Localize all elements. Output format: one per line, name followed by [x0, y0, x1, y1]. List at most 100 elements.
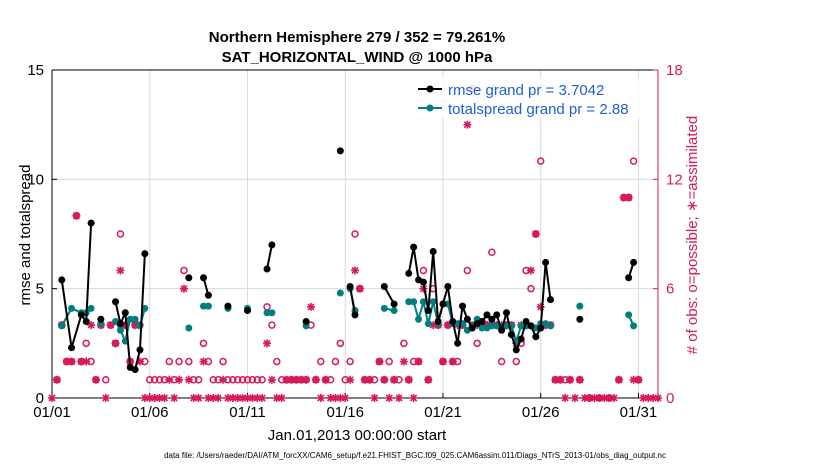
- rmse-point: [454, 339, 462, 347]
- rmse-point: [390, 300, 398, 308]
- x-tick-label: 01/21: [424, 404, 462, 421]
- obs-assimilated-point: [605, 394, 614, 402]
- y-tick-label-right: 0: [666, 390, 674, 407]
- totalspread-point: [429, 298, 437, 306]
- rmse-point: [112, 298, 120, 306]
- obs-possible-point: [248, 376, 257, 384]
- obs-assimilated-point: [150, 394, 159, 402]
- ticks: 01/01 01/06 01/11 01/16 01/21 01/26 01/31 0 5 10 1…: [27, 62, 682, 421]
- totalspread-point: [546, 322, 554, 330]
- rmse-point: [346, 282, 354, 290]
- obs-assimilated-point: [556, 375, 565, 384]
- rmse-point: [498, 326, 506, 334]
- obs-assimilated-point: [414, 357, 423, 366]
- totalspread-point: [380, 304, 388, 312]
- rmse-point: [444, 282, 452, 290]
- obs-assimilated-point: [644, 394, 653, 402]
- rmse-point: [204, 291, 212, 299]
- obs-assimilated-point: [624, 193, 633, 202]
- rmse-point: [424, 307, 432, 315]
- rmse-point: [542, 258, 550, 266]
- x-tick-label: 01/11: [229, 404, 265, 421]
- obs-possible-point: [194, 376, 203, 384]
- obs-assimilated-point: [116, 266, 125, 275]
- totalspread-point: [126, 315, 134, 323]
- obs-possible-point: [268, 321, 276, 329]
- rmse-point: [82, 317, 90, 325]
- obs-assimilated-point: [155, 394, 164, 402]
- x-tick-label: 01/16: [326, 404, 364, 421]
- obs-assimilated-point: [101, 394, 110, 402]
- obs-assimilated-point: [223, 394, 232, 402]
- obs-assimilated-point: [238, 394, 247, 402]
- y-tick-label-left: 15: [27, 62, 44, 79]
- totalspread-point: [58, 322, 66, 330]
- obs-assimilated-point: [209, 394, 218, 402]
- obs-assimilated-point: [551, 375, 560, 384]
- rmse-point: [512, 346, 520, 354]
- obs-assimilated-point: [526, 266, 535, 275]
- obs-assimilated-point: [649, 394, 658, 402]
- obs-possible-point: [629, 157, 638, 165]
- obs-assimilated-point: [570, 394, 579, 402]
- rmse-point: [434, 317, 442, 325]
- plot-area: [52, 70, 658, 398]
- rmse-point: [185, 274, 193, 282]
- totalspread-point: [185, 324, 193, 332]
- obs-assimilated-point: [370, 394, 379, 402]
- obs-assimilated-point: [311, 375, 320, 384]
- obs-possible-point: [175, 357, 183, 366]
- obs-assimilated-point: [575, 375, 584, 384]
- obs-possible-point: [209, 376, 218, 384]
- y-axis-label-left: rmse and totalspread: [17, 165, 34, 306]
- obs-assimilated-point: [585, 394, 594, 402]
- obs-assimilated-point: [654, 394, 662, 402]
- obs-possible-point: [185, 357, 193, 366]
- obs-assimilated-point: [145, 394, 154, 402]
- obs-possible-point: [351, 230, 359, 238]
- rmse-point: [439, 300, 447, 308]
- obs-possible-point: [116, 230, 125, 238]
- obs-assimilated-point: [595, 394, 604, 402]
- obs-possible-point: [233, 376, 242, 384]
- obs-possible-point: [273, 357, 281, 366]
- rmse-point: [410, 243, 418, 251]
- obs-assimilated-point: [277, 394, 286, 402]
- obs-assimilated-point: [111, 339, 120, 348]
- obs-assimilated-point: [233, 394, 242, 402]
- obs-assimilated-point: [219, 375, 228, 384]
- obs-possible-point: [419, 266, 428, 275]
- obs-assimilated-point: [404, 375, 413, 384]
- obs-assimilated-point: [375, 357, 384, 366]
- obs-assimilated-point: [170, 394, 179, 402]
- rmse-point: [429, 247, 437, 255]
- obs-assimilated-point: [175, 375, 184, 384]
- totalspread-point: [131, 315, 139, 323]
- obs-assimilated-point: [639, 394, 648, 402]
- x-axis-label: Jan.01,2013 00:00:00 start: [268, 427, 447, 444]
- obs-possible-point: [165, 357, 174, 366]
- obs-assimilated-point: [214, 394, 223, 402]
- totalspread-point: [517, 322, 525, 330]
- obs-possible-point: [243, 376, 252, 384]
- totalspread-point: [410, 298, 418, 306]
- rmse-point: [351, 311, 359, 319]
- totalspread-point: [336, 289, 344, 297]
- obs-assimilated-point: [566, 375, 575, 384]
- obs-assimilated-point: [424, 375, 433, 384]
- obs-possible-point: [102, 376, 110, 384]
- rmse-point: [58, 276, 66, 284]
- obs-possible-point: [346, 357, 354, 366]
- obs-assimilated-point: [52, 375, 61, 384]
- obs-assimilated-point: [135, 357, 144, 366]
- obs-assimilated-point: [536, 302, 545, 311]
- obs-assimilated-point: [292, 375, 301, 384]
- obs-assimilated-point: [82, 357, 91, 366]
- totalspread-point: [478, 324, 486, 332]
- totalspread-point: [116, 326, 124, 334]
- obs-assimilated-point: [91, 375, 100, 384]
- rmse-point: [493, 311, 501, 319]
- totalspread-point: [415, 315, 423, 323]
- obs-assimilated-point: [634, 375, 643, 384]
